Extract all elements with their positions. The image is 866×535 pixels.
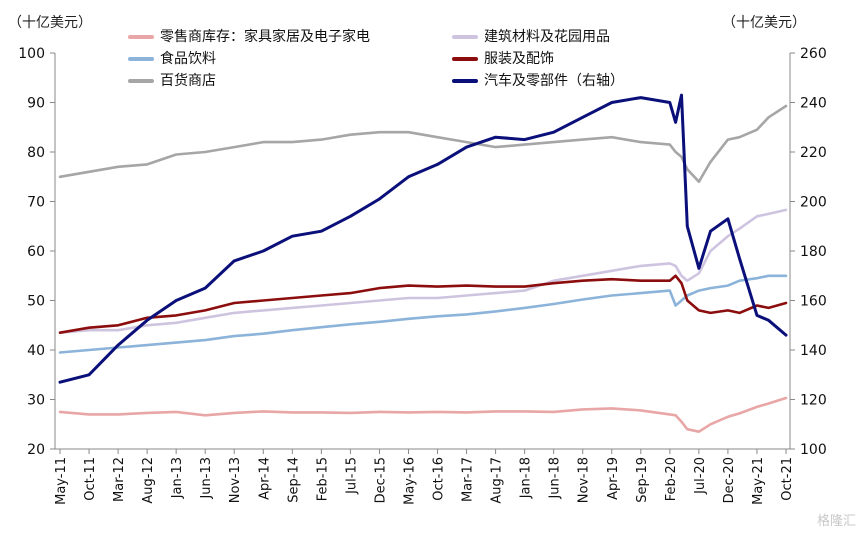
series-line-1 — [58, 208, 788, 335]
x-tick-label: Mar-17 — [461, 457, 476, 502]
x-tick-label: Nov-18 — [577, 457, 592, 503]
x-tick-label: Jun-13 — [199, 457, 214, 500]
x-tick-label: Apr-14 — [257, 457, 272, 500]
x-tick-label: Mar-12 — [112, 457, 127, 502]
x-tick-label: Sep-19 — [635, 457, 650, 503]
left-tick-label: 30 — [27, 393, 45, 409]
legend-swatch-department — [128, 79, 154, 83]
x-tick-label: Sep-14 — [286, 457, 301, 503]
right-tick-label: 240 — [800, 96, 827, 112]
x-tick-label: Nov-13 — [228, 457, 243, 503]
legend-swatch-building — [452, 35, 478, 39]
watermark-logo: 格隆汇 — [816, 514, 856, 529]
right-tick-label: 220 — [800, 145, 827, 161]
legend-swatch-clothing — [452, 57, 478, 61]
x-tick-label: Jul-20 — [693, 457, 708, 495]
right-tick-label: 100 — [800, 442, 827, 458]
x-tick-label: May-21 — [751, 457, 766, 505]
legend-item-furniture: 零售商库存：家具家居及电子家电 — [128, 26, 370, 46]
x-tick-label: Jan-13 — [170, 457, 185, 499]
left-tick-label: 50 — [27, 294, 45, 310]
x-tick-label: Aug-17 — [490, 457, 505, 504]
legend-item-food: 食品饮料 — [128, 48, 216, 68]
legend-label-clothing: 服装及配饰 — [484, 51, 554, 67]
series-line-5 — [58, 93, 788, 384]
x-tick-label: Aug-12 — [141, 457, 156, 504]
series-line-2 — [58, 274, 788, 354]
right-tick-label: 200 — [800, 195, 827, 211]
legend-swatch-food — [128, 57, 154, 61]
left-tick-label: 100 — [18, 46, 45, 62]
x-tick-label: Oct-21 — [780, 457, 795, 501]
right-tick-label: 120 — [800, 393, 827, 409]
x-tick-label: Jan-18 — [519, 457, 534, 499]
left-tick-label: 20 — [27, 442, 45, 458]
legend-item-clothing: 服装及配饰 — [452, 48, 554, 68]
x-tick-label: May-16 — [402, 457, 417, 505]
x-tick-label: Feb-15 — [315, 457, 330, 501]
right-axis-unit: （十亿美元） — [722, 15, 806, 31]
left-tick-label: 70 — [27, 195, 45, 211]
left-tick-label: 80 — [27, 145, 45, 161]
x-tick-label: Dec-20 — [722, 457, 737, 503]
x-tick-label: May-11 — [54, 457, 69, 505]
legend-label-department: 百货商店 — [160, 73, 216, 89]
right-tick-label: 180 — [800, 244, 827, 260]
legend-item-auto: 汽车及零部件（右轴） — [452, 70, 624, 90]
series-line-0 — [58, 396, 788, 434]
right-tick-label: 160 — [800, 294, 827, 310]
right-tick-label: 260 — [800, 46, 827, 62]
series-line-3 — [58, 274, 788, 335]
legend-label-auto: 汽车及零部件（右轴） — [484, 73, 624, 89]
legend-label-food: 食品饮料 — [160, 51, 216, 67]
right-tick-label: 140 — [800, 343, 827, 359]
series-line-4 — [58, 104, 788, 183]
legend-item-building: 建筑材料及花园用品 — [452, 26, 610, 46]
x-tick-label: Feb-20 — [664, 457, 679, 501]
x-tick-label: Dec-15 — [373, 457, 388, 503]
left-tick-label: 40 — [27, 343, 45, 359]
legend-item-department: 百货商店 — [128, 70, 216, 90]
x-tick-label: Apr-19 — [606, 457, 621, 500]
legend-label-furniture: 零售商库存：家具家居及电子家电 — [160, 29, 370, 45]
left-tick-label: 60 — [27, 244, 45, 260]
x-tick-label: Oct-11 — [83, 457, 98, 501]
left-axis-unit: （十亿美元） — [8, 15, 92, 31]
x-tick-label: Jul-15 — [344, 457, 359, 495]
x-tick-label: Oct-16 — [432, 457, 447, 501]
legend-swatch-furniture — [128, 35, 154, 39]
x-tick-label: Jun-18 — [548, 457, 563, 500]
legend-label-building: 建筑材料及花园用品 — [484, 29, 610, 45]
left-tick-label: 90 — [27, 96, 45, 112]
legend-swatch-auto — [452, 79, 478, 83]
